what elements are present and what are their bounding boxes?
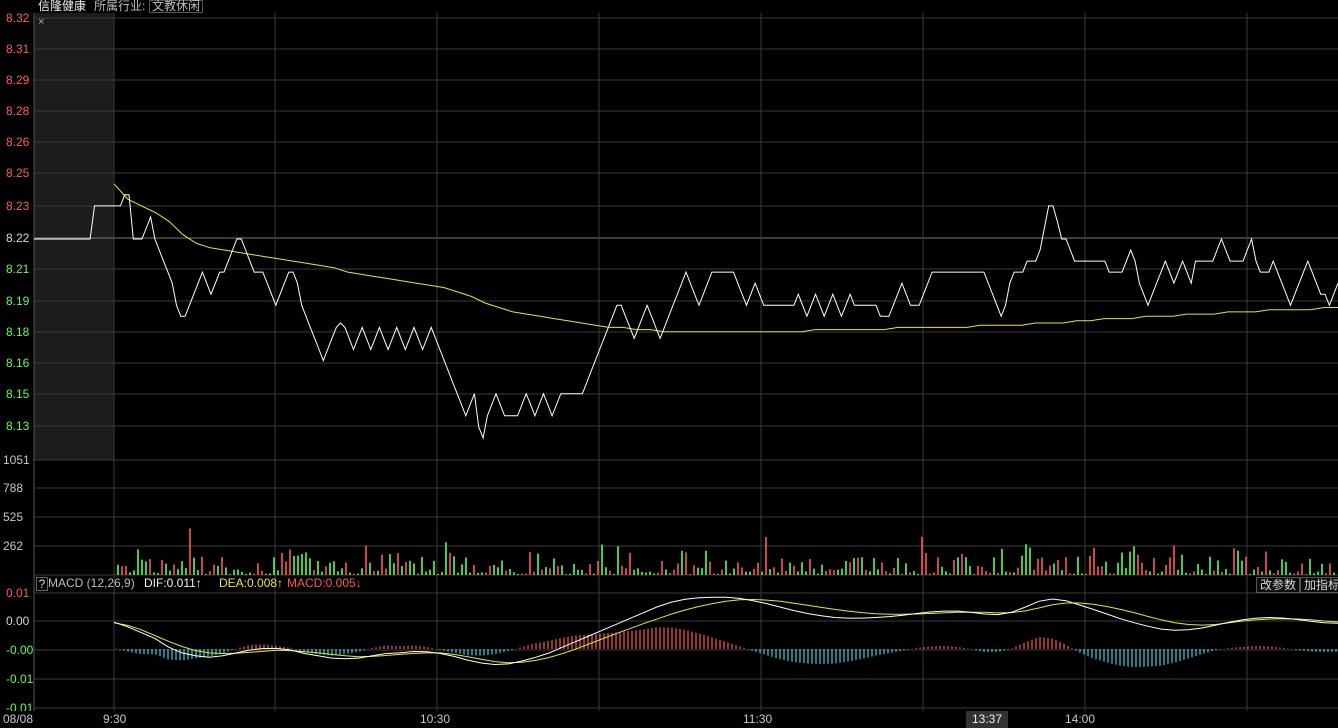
price-axis: 8.32 8.31 8.29 8.28 8.26 8.25 8.23 8.22 8.21 8.19… <box>6 13 30 433</box>
macd-tick: -0.01 <box>6 672 34 686</box>
time-tick: 11:30 <box>743 712 773 726</box>
price-tick: 8.29 <box>6 73 30 87</box>
time-axis: 08/08 9:30 10:30 11:30 13:37 14:00 <box>0 711 1338 728</box>
macd-tick: -0.01 <box>6 701 34 711</box>
price-tick: 8.16 <box>6 356 30 370</box>
price-tick: 8.26 <box>6 135 30 149</box>
macd-tick: 0.01 <box>6 586 30 600</box>
price-tick: 8.28 <box>6 104 30 118</box>
price-tick: 8.32 <box>6 13 30 25</box>
volume-tick: 525 <box>3 510 23 524</box>
close-icon[interactable]: × <box>38 16 44 28</box>
macd-histogram <box>115 627 1337 668</box>
dif-line <box>113 596 1338 666</box>
price-line <box>34 194 1338 440</box>
date-label: 08/08 <box>3 712 34 726</box>
price-tick: 8.18 <box>6 325 30 339</box>
volume-bars <box>117 528 1335 575</box>
price-tick: 8.15 <box>6 387 30 401</box>
pre-open-shade <box>34 13 114 460</box>
average-price-line <box>113 183 1338 333</box>
macd-tick: -0.00 <box>6 643 34 657</box>
volume-tick: 788 <box>3 481 23 495</box>
dif-value: DIF:0.011↑ <box>144 576 202 590</box>
price-tick: 8.13 <box>6 419 30 433</box>
time-tick: 10:30 <box>420 712 451 726</box>
price-tick: 8.25 <box>6 166 30 180</box>
dea-value: DEA:0.008↑ <box>219 576 284 590</box>
macd-axis: 0.01 0.00 -0.00 -0.01 -0.01 <box>6 586 34 711</box>
macd-legend: ? MACD (12,26,9) DIF:0.011↑ DEA:0.008↑ M… <box>34 576 1338 591</box>
intraday-chart[interactable]: 8.32 8.31 8.29 8.28 8.26 8.25 8.23 8.22 8.21 8.19… <box>0 13 1338 711</box>
volume-axis: 1051 788 525 262 <box>3 453 30 553</box>
add-indicator-button[interactable]: 加指标 <box>1300 577 1338 593</box>
help-button[interactable]: ? <box>36 577 48 591</box>
industry-value[interactable]: 文教休闲 <box>149 0 204 13</box>
change-params-button[interactable]: 改参数 <box>1256 577 1301 593</box>
cursor-time-label: 13:37 <box>966 711 1009 728</box>
macd-indicator-name[interactable]: MACD (12,26,9) <box>48 576 135 590</box>
stock-name[interactable]: 信隆健康 <box>38 0 87 13</box>
macd-tick: 0.00 <box>6 614 30 628</box>
time-tick: 9:30 <box>103 712 127 726</box>
volume-tick: 262 <box>3 539 23 553</box>
price-tick: 8.31 <box>6 42 30 56</box>
price-tick: 8.19 <box>6 294 30 308</box>
industry-label: 所属行业: <box>94 0 146 13</box>
price-tick: 8.23 <box>6 199 30 213</box>
dea-line <box>113 598 1338 664</box>
chart-grid <box>33 13 1338 711</box>
time-tick: 14:00 <box>1065 712 1096 726</box>
macd-value: MACD:0.005↓ <box>287 576 362 590</box>
stock-header: 信隆健康 所属行业: 文教休闲 <box>0 0 1338 13</box>
price-tick: 8.21 <box>6 262 30 276</box>
volume-tick: 1051 <box>3 453 30 467</box>
price-tick: 8.22 <box>6 231 30 245</box>
